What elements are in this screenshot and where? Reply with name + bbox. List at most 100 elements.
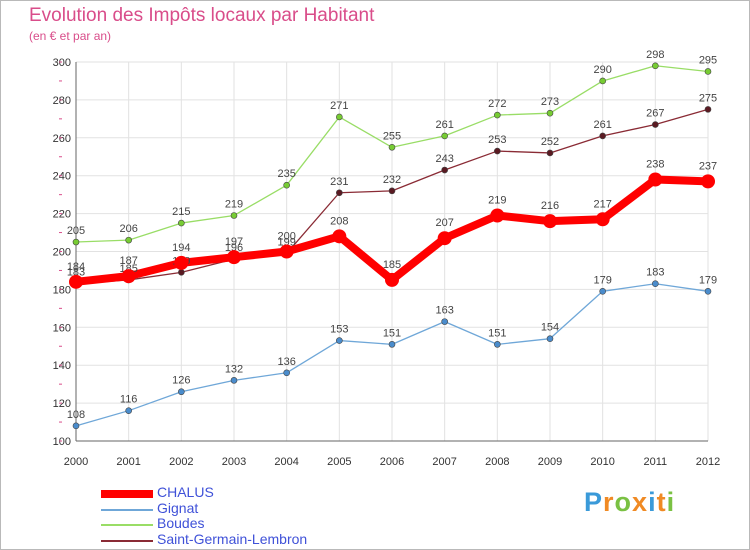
data-label-gignat: 163 bbox=[435, 305, 453, 317]
legend-label: Saint-Germain-Lembron bbox=[157, 530, 308, 547]
data-label-gignat: 116 bbox=[120, 394, 138, 406]
data-label-saint-germain-lembron: 267 bbox=[646, 108, 664, 120]
legend-swatch bbox=[101, 539, 153, 542]
x-tick-label: 2002 bbox=[169, 456, 193, 468]
data-point-gignat bbox=[599, 287, 606, 295]
data-label-saint-germain-lembron: 196 bbox=[225, 242, 243, 254]
legend-swatch bbox=[101, 490, 153, 498]
data-label-boudes: 205 bbox=[67, 225, 85, 237]
data-label-gignat: 108 bbox=[67, 409, 85, 421]
x-tick-label: 2008 bbox=[485, 456, 509, 468]
data-point-gignat bbox=[704, 287, 712, 295]
data-label-gignat: 153 bbox=[330, 324, 348, 336]
data-label-boudes: 235 bbox=[277, 168, 295, 180]
data-label-gignat: 151 bbox=[488, 327, 506, 339]
data-label-boudes: 272 bbox=[488, 98, 506, 110]
data-label-chalus: 185 bbox=[383, 259, 401, 271]
proxiti-logo: Proxiti bbox=[584, 487, 675, 518]
data-point-gignat bbox=[178, 388, 185, 396]
legend-swatch bbox=[101, 524, 153, 526]
data-point-gignat bbox=[546, 335, 554, 342]
data-point-boudes bbox=[388, 143, 396, 151]
legend-label: Boudes bbox=[157, 515, 205, 531]
logo-letter: i bbox=[648, 487, 657, 517]
data-point-saint-germain-lembron bbox=[599, 132, 606, 140]
data-point-boudes bbox=[125, 236, 132, 244]
x-tick-label: 2009 bbox=[538, 456, 562, 468]
data-point-saint-germain-lembron bbox=[336, 189, 343, 197]
data-point-chalus bbox=[121, 269, 136, 284]
data-label-chalus: 216 bbox=[541, 200, 559, 212]
data-point-gignat bbox=[388, 341, 396, 348]
data-label-saint-germain-lembron: 231 bbox=[330, 176, 348, 188]
data-label-boudes: 255 bbox=[383, 130, 401, 142]
x-tick-label: 2010 bbox=[590, 456, 614, 468]
data-point-saint-germain-lembron bbox=[388, 187, 396, 195]
data-label-saint-germain-lembron: 199 bbox=[277, 236, 295, 248]
data-point-chalus bbox=[174, 255, 189, 270]
legend-label: CHALUS bbox=[157, 484, 214, 500]
data-point-saint-germain-lembron bbox=[494, 147, 501, 155]
data-point-chalus bbox=[227, 250, 241, 265]
data-label-chalus: 184 bbox=[67, 261, 85, 273]
data-point-saint-germain-lembron bbox=[441, 166, 448, 174]
data-point-chalus bbox=[69, 274, 83, 289]
data-label-chalus: 217 bbox=[593, 198, 611, 210]
data-point-boudes bbox=[652, 62, 659, 70]
y-tick-label: 120 bbox=[53, 398, 71, 410]
data-label-gignat: 132 bbox=[225, 363, 243, 375]
data-label-chalus: 194 bbox=[172, 242, 190, 254]
data-point-chalus bbox=[490, 208, 505, 223]
logo-letter: o bbox=[614, 487, 633, 517]
chart-title: Evolution des Impôts locaux par Habitant bbox=[29, 5, 375, 26]
data-label-gignat: 183 bbox=[646, 267, 664, 279]
data-point-gignat bbox=[336, 337, 343, 344]
data-label-boudes: 295 bbox=[699, 54, 717, 66]
data-point-saint-germain-lembron bbox=[178, 269, 185, 276]
data-label-boudes: 273 bbox=[541, 96, 559, 108]
y-tick-label: 260 bbox=[53, 133, 71, 145]
logo-letter: t bbox=[656, 487, 667, 517]
y-tick-label: 220 bbox=[53, 209, 71, 221]
data-point-chalus bbox=[595, 212, 610, 227]
data-label-chalus: 207 bbox=[435, 217, 453, 229]
y-tick-label: 300 bbox=[53, 57, 71, 69]
x-tick-label: 2005 bbox=[327, 456, 351, 468]
data-label-chalus: 200 bbox=[277, 231, 295, 243]
data-label-boudes: 290 bbox=[593, 64, 611, 76]
data-label-boudes: 298 bbox=[646, 49, 664, 61]
data-label-boudes: 271 bbox=[330, 100, 348, 112]
x-tick-label: 2007 bbox=[432, 456, 456, 468]
data-point-chalus bbox=[543, 214, 557, 229]
data-point-chalus bbox=[385, 272, 399, 287]
data-point-gignat bbox=[494, 341, 501, 348]
data-point-chalus bbox=[701, 174, 715, 189]
data-label-chalus: 219 bbox=[488, 194, 506, 206]
data-point-saint-germain-lembron bbox=[546, 149, 554, 157]
data-label-boudes: 219 bbox=[225, 198, 243, 210]
legend-swatch bbox=[101, 508, 153, 511]
data-label-chalus: 238 bbox=[646, 158, 664, 170]
data-point-gignat bbox=[441, 318, 448, 325]
data-point-gignat bbox=[72, 422, 80, 430]
data-point-chalus bbox=[279, 244, 294, 259]
y-tick-label: 160 bbox=[53, 322, 71, 334]
x-tick-label: 2001 bbox=[116, 456, 140, 468]
y-tick-label: 200 bbox=[53, 247, 71, 259]
data-point-boudes bbox=[283, 181, 290, 189]
data-point-saint-germain-lembron bbox=[652, 121, 659, 128]
y-tick-label: 240 bbox=[53, 171, 71, 183]
data-point-chalus bbox=[332, 229, 347, 244]
x-tick-label: 2006 bbox=[380, 456, 404, 468]
data-label-chalus: 187 bbox=[119, 255, 137, 267]
data-point-boudes bbox=[704, 68, 712, 75]
data-label-gignat: 179 bbox=[593, 274, 611, 286]
data-label-gignat: 136 bbox=[277, 356, 295, 368]
data-point-boudes bbox=[178, 219, 185, 227]
x-tick-label: 2000 bbox=[64, 456, 88, 468]
data-label-saint-germain-lembron: 253 bbox=[488, 134, 506, 146]
y-tick-label: 180 bbox=[53, 284, 71, 296]
data-label-saint-germain-lembron: 275 bbox=[699, 92, 717, 104]
data-point-gignat bbox=[230, 377, 238, 384]
